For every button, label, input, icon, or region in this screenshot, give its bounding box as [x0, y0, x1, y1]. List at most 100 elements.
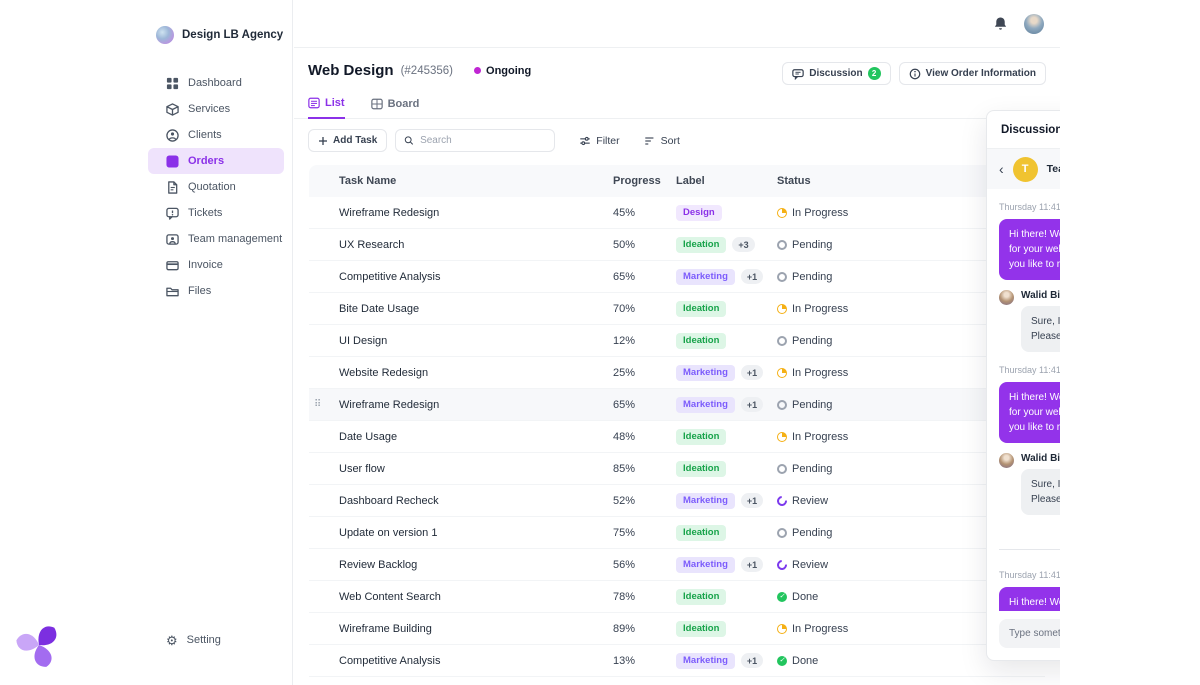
task-status: In Progress — [777, 207, 1045, 219]
task-progress: 12% — [613, 334, 636, 347]
search-input[interactable] — [420, 135, 547, 146]
message-meta: Thursday 11:41am Rakibul Hasan — [999, 362, 1060, 377]
table-row[interactable]: ⠿ Web Content Search 78% Ideation Done — [309, 581, 1045, 613]
table-row[interactable]: ⠿ User flow 85% Ideation Pending — [309, 453, 1045, 485]
sidebar-item-dashboard[interactable]: Dashboard — [148, 70, 284, 96]
task-progress: 50% — [613, 238, 636, 251]
task-progress: 56% — [613, 558, 636, 571]
tab-board-label: Board — [387, 97, 420, 110]
task-name: User flow — [339, 462, 385, 475]
table-header: Task Name Progress Label Status — [309, 165, 1045, 197]
task-name: Competitive Analysis — [339, 270, 441, 283]
status-badge: Ongoing — [474, 65, 531, 77]
message-input[interactable] — [1009, 628, 1060, 639]
add-task-button[interactable]: Add Task — [308, 129, 388, 152]
task-status: In Progress — [777, 303, 1045, 315]
tab-list[interactable]: List — [308, 97, 345, 119]
user-avatar[interactable] — [1024, 13, 1044, 34]
table-row[interactable]: ⠿ Date Usage 48% Ideation In Progress — [309, 421, 1045, 453]
outgoing-message-bubble: Hi there! We've prepared a proposal for … — [999, 382, 1060, 443]
sidebar-item-setting[interactable]: ⚙ Setting — [148, 627, 284, 653]
search-box[interactable] — [395, 129, 556, 152]
notification-bell-icon[interactable] — [993, 16, 1008, 32]
tab-board[interactable]: Board — [370, 97, 420, 118]
sidebar-item-invoice[interactable]: Invoice — [148, 252, 284, 278]
table-row[interactable]: ⠿ Website Redesign 25% Marketing +1 In P… — [309, 357, 1045, 389]
message-time: Thursday 11:41am — [999, 569, 1060, 580]
table-row[interactable]: ⠿ Competitive Analysis 13% Marketing +1 … — [309, 645, 1045, 677]
incoming-message-bubble: Sure, I'm looking forward to it. Please … — [1021, 306, 1060, 352]
sidebar-item-orders[interactable]: Orders — [148, 148, 284, 174]
chevron-left-icon[interactable]: ‹ — [999, 161, 1004, 177]
task-name: Review Backlog — [339, 558, 418, 571]
search-icon — [405, 136, 414, 145]
status-label: Pending — [792, 334, 833, 347]
sidebar-item-label: Files — [188, 285, 212, 297]
label-badge: Ideation — [676, 620, 727, 637]
label-badge: Ideation — [676, 428, 727, 445]
table-row[interactable]: ⠿ UX Research 50% Ideation +3 Pending — [309, 229, 1045, 261]
status-label: In Progress — [792, 366, 849, 379]
view-order-information-button[interactable]: View Order Information — [898, 62, 1046, 85]
order-id: (#245356) — [400, 64, 454, 77]
sidebar-item-team-management[interactable]: Team management — [148, 226, 284, 252]
task-labels: Ideation — [676, 300, 777, 317]
sidebar-item-label: Clients — [188, 129, 222, 141]
status-icon — [777, 558, 790, 571]
task-labels: Marketing +1 — [676, 396, 777, 413]
message-time: Thursday 11:41am — [999, 364, 1060, 375]
orders-icon — [166, 154, 179, 168]
chat-icon — [792, 68, 804, 80]
dashboard-icon — [166, 77, 179, 89]
task-status: Pending — [777, 271, 1045, 283]
label-badge: Marketing — [676, 268, 735, 285]
extra-labels-chip: +1 — [740, 269, 764, 284]
sort-button[interactable]: Sort — [644, 135, 680, 147]
filter-label: Filter — [596, 134, 620, 147]
sidebar-item-quotation[interactable]: Quotation — [148, 174, 284, 200]
status-label: Pending — [792, 462, 833, 475]
sidebar-item-clients[interactable]: Clients — [148, 122, 284, 148]
table-row[interactable]: ⠿ Dashboard Recheck 52% Marketing +1 Rev… — [309, 485, 1045, 517]
sidebar-item-tickets[interactable]: Tickets — [148, 200, 284, 226]
message-time: Thursday 11:41am — [999, 201, 1060, 212]
table-row[interactable]: ⠿ Bite Date Usage 70% Ideation In Progre… — [309, 293, 1045, 325]
task-name: Wireframe Redesign — [339, 206, 440, 219]
table-row[interactable]: ⠿ Wireframe Redesign 45% Design In Progr… — [309, 197, 1045, 229]
task-name: Bite Date Usage — [339, 302, 420, 315]
task-status: Pending — [777, 239, 1045, 251]
table-row[interactable]: ⠿ Review Backlog 56% Marketing +1 Review — [309, 549, 1045, 581]
label-badge: Ideation — [676, 588, 727, 605]
status-icon — [777, 239, 787, 250]
task-labels: Ideation — [676, 588, 777, 605]
clients-icon — [166, 128, 179, 142]
task-name: Website Redesign — [339, 366, 429, 379]
brand-logo-icon — [156, 26, 174, 44]
table-row[interactable]: ⠿ Update on version 1 75% Ideation Pendi… — [309, 517, 1045, 549]
table-row[interactable]: ⠿ UI Design 12% Ideation Pending — [309, 325, 1045, 357]
status-label: In Progress — [792, 430, 849, 443]
status-label: In Progress — [792, 206, 849, 219]
task-labels: Design — [676, 204, 777, 221]
drag-handle-icon[interactable]: ⠿ — [314, 399, 322, 410]
table-row[interactable]: ⠿ Wireframe Redesign 65% Marketing +1 Pe… — [309, 389, 1045, 421]
filter-button[interactable]: Filter — [579, 134, 620, 147]
table-row[interactable]: ⠿ Marketing +1 — [309, 677, 1045, 685]
table-row[interactable]: ⠿ Competitive Analysis 65% Marketing +1 … — [309, 261, 1045, 293]
sidebar-item-label: Orders — [188, 155, 225, 167]
extra-labels-chip: +1 — [740, 493, 764, 508]
column-task-name: Task Name — [339, 175, 397, 187]
task-table: Task Name Progress Label Status ⠿ Wirefr… — [309, 165, 1045, 685]
sidebar-item-services[interactable]: Services — [148, 96, 284, 122]
discussion-button-label: Discussion — [809, 68, 863, 79]
table-row[interactable]: ⠿ Wireframe Building 89% Ideation In Pro… — [309, 613, 1045, 645]
status-icon — [777, 399, 787, 410]
task-progress: 45% — [613, 206, 636, 219]
message-sender: Walid Bin Syed — [1021, 453, 1060, 464]
sidebar-item-files[interactable]: Files — [148, 278, 284, 304]
page-title: Web Design — [308, 62, 394, 79]
discussion-button[interactable]: Discussion 2 — [782, 62, 891, 85]
list-view-icon — [308, 97, 320, 109]
task-status: Pending — [777, 527, 1045, 539]
task-labels: Marketing +1 — [676, 268, 777, 285]
